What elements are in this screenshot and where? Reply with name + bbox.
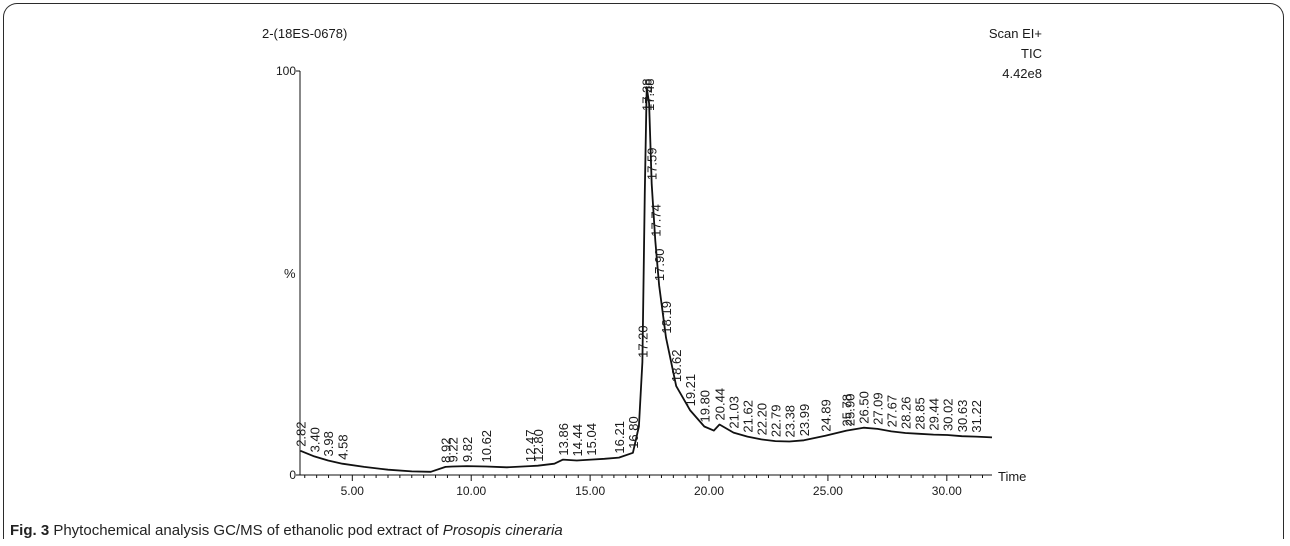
peak-label: 10.62 xyxy=(479,430,494,463)
caption-text: Phytochemical analysis GC/MS of ethanoli… xyxy=(49,522,443,539)
peak-labels: 2.823.403.98 4.58 8.929.22 9.82 10.62 12.4712… xyxy=(294,78,984,462)
x-tick-label: 5.00 xyxy=(341,484,365,498)
peak-label: 2.82 xyxy=(294,421,309,446)
sample-id: 2-(18ES-0678) xyxy=(262,26,347,41)
chromatogram-chart: 2-(18ES-0678) Scan EI+ TIC 4.42e8 % Time… xyxy=(262,26,1042,498)
trace-layer xyxy=(300,86,993,473)
y-tick-label: 100 xyxy=(276,64,296,78)
peak-label: 22.20 xyxy=(754,403,769,436)
tic-trace xyxy=(300,86,993,473)
peak-label: 19.80 xyxy=(697,390,712,423)
species-name: Prosopis cineraria xyxy=(442,522,563,539)
peak-label: 3.40 xyxy=(307,427,322,452)
peak-label: 12.80 xyxy=(531,429,546,462)
peak-label: 15.04 xyxy=(584,423,599,456)
figure-caption: Fig. 3 Phytochemical analysis GC/MS of e… xyxy=(10,522,563,539)
peak-label: 16.21 xyxy=(612,421,627,454)
peak-label: 30.02 xyxy=(940,398,955,431)
y-axis-label: % xyxy=(284,266,296,281)
peak-label: 17.59 xyxy=(645,148,660,181)
x-tick-label: 15.00 xyxy=(575,484,605,498)
x-tick-label: 30.00 xyxy=(932,484,962,498)
peak-label: 17.90 xyxy=(652,249,667,282)
figure-number: Fig. 3 xyxy=(10,522,50,539)
intensity-scale: 4.42e8 xyxy=(1002,66,1042,81)
peak-label: 17.20 xyxy=(635,325,650,358)
peak-label: 31.22 xyxy=(969,400,984,433)
scan-mode: Scan EI+ xyxy=(989,26,1042,41)
peak-label: 25.90 xyxy=(842,394,857,427)
peak-label: 17.48 xyxy=(642,78,657,111)
peak-label: 23.99 xyxy=(797,404,812,437)
peak-label: 21.03 xyxy=(727,396,742,429)
peak-label: 27.09 xyxy=(871,392,886,425)
peak-label: 26.50 xyxy=(857,391,872,424)
x-axis-label: Time xyxy=(998,469,1026,484)
peak-label: 23.38 xyxy=(782,405,797,438)
figure-frame xyxy=(3,3,1284,539)
peak-label: 9.22 xyxy=(446,437,461,462)
peak-label: 19.21 xyxy=(683,374,698,407)
peak-label: 4.58 xyxy=(335,434,350,459)
peak-label: 16.80 xyxy=(626,416,641,449)
peak-label: 3.98 xyxy=(321,431,336,456)
peak-label: 13.86 xyxy=(556,423,571,456)
peak-label: 20.44 xyxy=(713,388,728,421)
peak-label: 18.19 xyxy=(659,301,674,334)
peak-label: 24.89 xyxy=(818,399,833,432)
peak-label: 29.44 xyxy=(927,398,942,431)
peak-label: 28.85 xyxy=(913,397,928,430)
y-tick-label: 0 xyxy=(289,468,296,482)
x-tick-label: 10.00 xyxy=(456,484,486,498)
peak-label: 17.38 xyxy=(640,78,655,111)
axes: 0 100 5.00 10.00 15.00 20.00 25.00 30.00 xyxy=(276,64,992,498)
peak-label: 14.44 xyxy=(570,424,585,457)
peak-label: 17.74 xyxy=(648,204,663,237)
peak-label: 30.63 xyxy=(955,400,970,433)
peak-label: 28.26 xyxy=(898,396,913,429)
tic-label: TIC xyxy=(1021,46,1042,61)
x-tick-label: 25.00 xyxy=(813,484,843,498)
peak-label: 12.47 xyxy=(523,430,538,463)
peak-label: 8.92 xyxy=(439,438,454,463)
peak-label: 9.82 xyxy=(460,437,475,462)
peak-label: 22.79 xyxy=(768,405,783,438)
peak-label: 18.62 xyxy=(669,350,684,383)
peak-label: 25.78 xyxy=(840,394,855,427)
peak-label: 21.62 xyxy=(741,400,756,433)
x-tick-label: 20.00 xyxy=(694,484,724,498)
peak-label: 27.67 xyxy=(884,395,899,428)
